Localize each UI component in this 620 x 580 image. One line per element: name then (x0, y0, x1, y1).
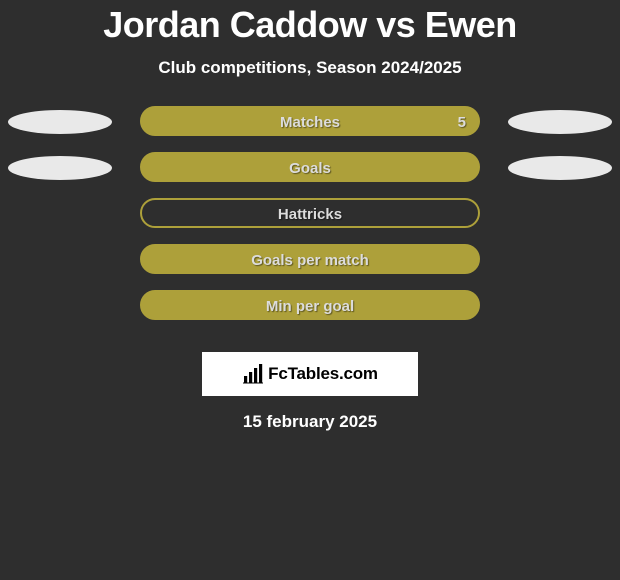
stat-pill: Min per goal (140, 290, 480, 320)
logo-text: FcTables.com (268, 364, 378, 384)
left-value-ellipse (8, 110, 112, 134)
stat-pill: Goals per match (140, 244, 480, 274)
right-value-ellipse (508, 110, 612, 134)
stat-pill: Goals (140, 152, 480, 182)
stat-row: Hattricks (0, 198, 620, 244)
stat-value-right: 5 (458, 114, 466, 131)
stat-row: Min per goal (0, 290, 620, 336)
page-title: Jordan Caddow vs Ewen (0, 4, 620, 46)
bars-icon (242, 364, 264, 384)
stat-pill: Matches5 (140, 106, 480, 136)
right-value-ellipse (508, 156, 612, 180)
stat-label: Matches (142, 114, 478, 131)
stat-pill: Hattricks (140, 198, 480, 228)
stat-label: Min per goal (142, 298, 478, 315)
left-value-ellipse (8, 156, 112, 180)
date-text: 15 february 2025 (0, 412, 620, 432)
stat-label: Goals (142, 160, 478, 177)
stat-row: Matches5 (0, 106, 620, 152)
stat-row: Goals per match (0, 244, 620, 290)
page-subtitle: Club competitions, Season 2024/2025 (0, 58, 620, 78)
stat-label: Hattricks (142, 206, 478, 223)
stat-label: Goals per match (142, 252, 478, 269)
comparison-infographic: Jordan Caddow vs Ewen Club competitions,… (0, 0, 620, 432)
stat-row: Goals (0, 152, 620, 198)
logo-box: FcTables.com (202, 352, 418, 396)
stat-rows: Matches5 Goals Hattricks Goals per match Min… (0, 106, 620, 336)
